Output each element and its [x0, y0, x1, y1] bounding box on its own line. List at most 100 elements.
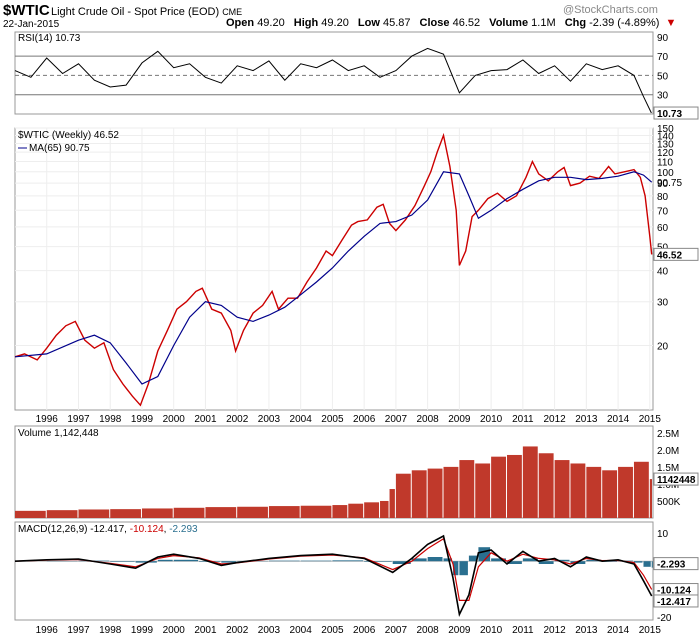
volume-bar: [173, 507, 205, 518]
volume-tick-label: 500K: [657, 497, 681, 508]
macd-line: [14, 534, 653, 617]
year-tick-label: 2008: [417, 625, 440, 636]
year-tick-label: 2014: [607, 625, 630, 636]
year-tick-label: 2003: [258, 414, 281, 425]
volume-bar: [538, 453, 554, 518]
year-tick-label: 2000: [163, 625, 186, 636]
macd-histogram-bar: [411, 558, 427, 562]
volume-bar: [459, 460, 475, 518]
volume-value: 1.1M: [531, 17, 556, 29]
watermark: @StockCharts.com: [563, 4, 658, 16]
rsi-line: [14, 47, 652, 114]
macd-histogram-bar: [443, 558, 453, 562]
year-tick-label: 2013: [575, 625, 598, 636]
volume-bar: [268, 506, 300, 518]
exchange-label: CME: [222, 7, 243, 17]
volume-bar: [427, 468, 443, 518]
year-tick-label: 1998: [99, 414, 122, 425]
macd-tick-label: 10: [657, 529, 669, 540]
volume-bar: [395, 473, 411, 518]
volume-last-value-box: [653, 472, 699, 486]
chg-value: -2.39 (-4.89%): [589, 17, 660, 29]
year-tick-label: 2012: [543, 414, 566, 425]
macd-panel: [14, 521, 654, 621]
volume-bar: [506, 454, 522, 518]
volume-bar: [633, 461, 649, 518]
volume-bar: [522, 446, 538, 518]
year-tick-label: 1998: [99, 625, 122, 636]
volume-bar: [411, 470, 427, 518]
macd-histogram-bar: [157, 559, 173, 562]
volume-bar: [78, 509, 110, 518]
down-triangle-icon: ▼: [665, 17, 677, 29]
volume-bar: [618, 466, 633, 518]
macd-histogram-bar: [522, 558, 538, 562]
year-tick-label: 2005: [321, 414, 344, 425]
rsi-last-value-box: [653, 106, 699, 120]
rsi-last-value: 10.73: [657, 109, 682, 120]
volume-tick-label: 2.5M: [657, 429, 679, 440]
year-tick-label: 2001: [194, 414, 217, 425]
year-tick-label: 2009: [448, 625, 471, 636]
volume-bar: [237, 506, 268, 518]
price-tick-label: 100: [657, 168, 674, 179]
volume-bar: [554, 460, 570, 518]
year-tick-label: 2015: [639, 625, 662, 636]
price-last-value-box: [653, 247, 699, 261]
price-line: [14, 132, 653, 407]
price-tick-label: 110: [657, 157, 673, 168]
year-tick-label: 2010: [480, 414, 503, 425]
high-value: 49.20: [321, 17, 349, 29]
macd-histogram-bar: [110, 561, 135, 562]
price-legend: $WTIC (Weekly) 46.52: [18, 130, 119, 141]
macd-histogram-bar: [491, 558, 506, 562]
macd-hist-last-value: -2.293: [657, 560, 686, 571]
ma-legend: MA(65) 90.75: [29, 143, 90, 154]
macd-histogram-bar: [300, 560, 332, 562]
year-tick-label: 2011: [512, 625, 534, 636]
macd-histogram-bar: [268, 560, 300, 562]
volume-bar: [141, 508, 173, 518]
volume-bar: [332, 505, 348, 518]
ohlc-summary: Open 49.20 High 49.20 Low 45.87 Close 46…: [226, 17, 676, 29]
volume-bar: [602, 470, 618, 518]
year-tick-label: 2015: [639, 414, 662, 425]
rsi-tick-label: 90: [657, 33, 669, 44]
macd-histogram-bar: [478, 547, 491, 562]
price-tick-label: 20: [657, 341, 669, 352]
year-tick-label: 2000: [163, 414, 186, 425]
macd-histogram-bar: [392, 561, 411, 564]
year-tick-label: 2011: [512, 414, 534, 425]
macd-tick-label: -20: [657, 613, 672, 624]
price-tick-label: 60: [657, 223, 669, 234]
price-tick-label: 40: [657, 267, 669, 278]
price-tick-label: 30: [657, 298, 669, 309]
macd-signal-last-value: -10.124: [657, 586, 691, 597]
year-tick-label: 2006: [353, 414, 376, 425]
volume-bar: [380, 500, 389, 518]
year-tick-label: 2007: [385, 625, 408, 636]
year-tick-label: 2010: [480, 625, 503, 636]
open-label: Open: [226, 17, 255, 29]
price-tick-label: 150: [657, 124, 674, 135]
high-label: High: [293, 17, 319, 29]
year-tick-label: 2002: [226, 414, 249, 425]
symbol-title: $WTIC: [3, 2, 50, 19]
year-tick-label: 2004: [290, 625, 313, 636]
year-tick-label: 2002: [226, 625, 249, 636]
rsi-panel: [14, 31, 654, 115]
macd-histogram-bar: [633, 561, 643, 563]
rsi-tick-label: 70: [657, 52, 669, 63]
year-tick-label: 2005: [321, 625, 344, 636]
open-value: 49.20: [257, 17, 285, 29]
volume-bar: [586, 466, 602, 518]
chg-label: Chg: [564, 17, 587, 29]
close-value: 46.52: [452, 17, 481, 29]
year-tick-label: 1996: [36, 625, 59, 636]
price-last-value: 46.52: [657, 250, 682, 261]
macd-histogram-bar: [643, 561, 651, 567]
volume-tick-label: 2.0M: [657, 446, 679, 457]
year-tick-label: 2003: [258, 625, 281, 636]
macd-histogram-bar: [554, 559, 570, 562]
year-tick-label: 2007: [385, 414, 408, 425]
